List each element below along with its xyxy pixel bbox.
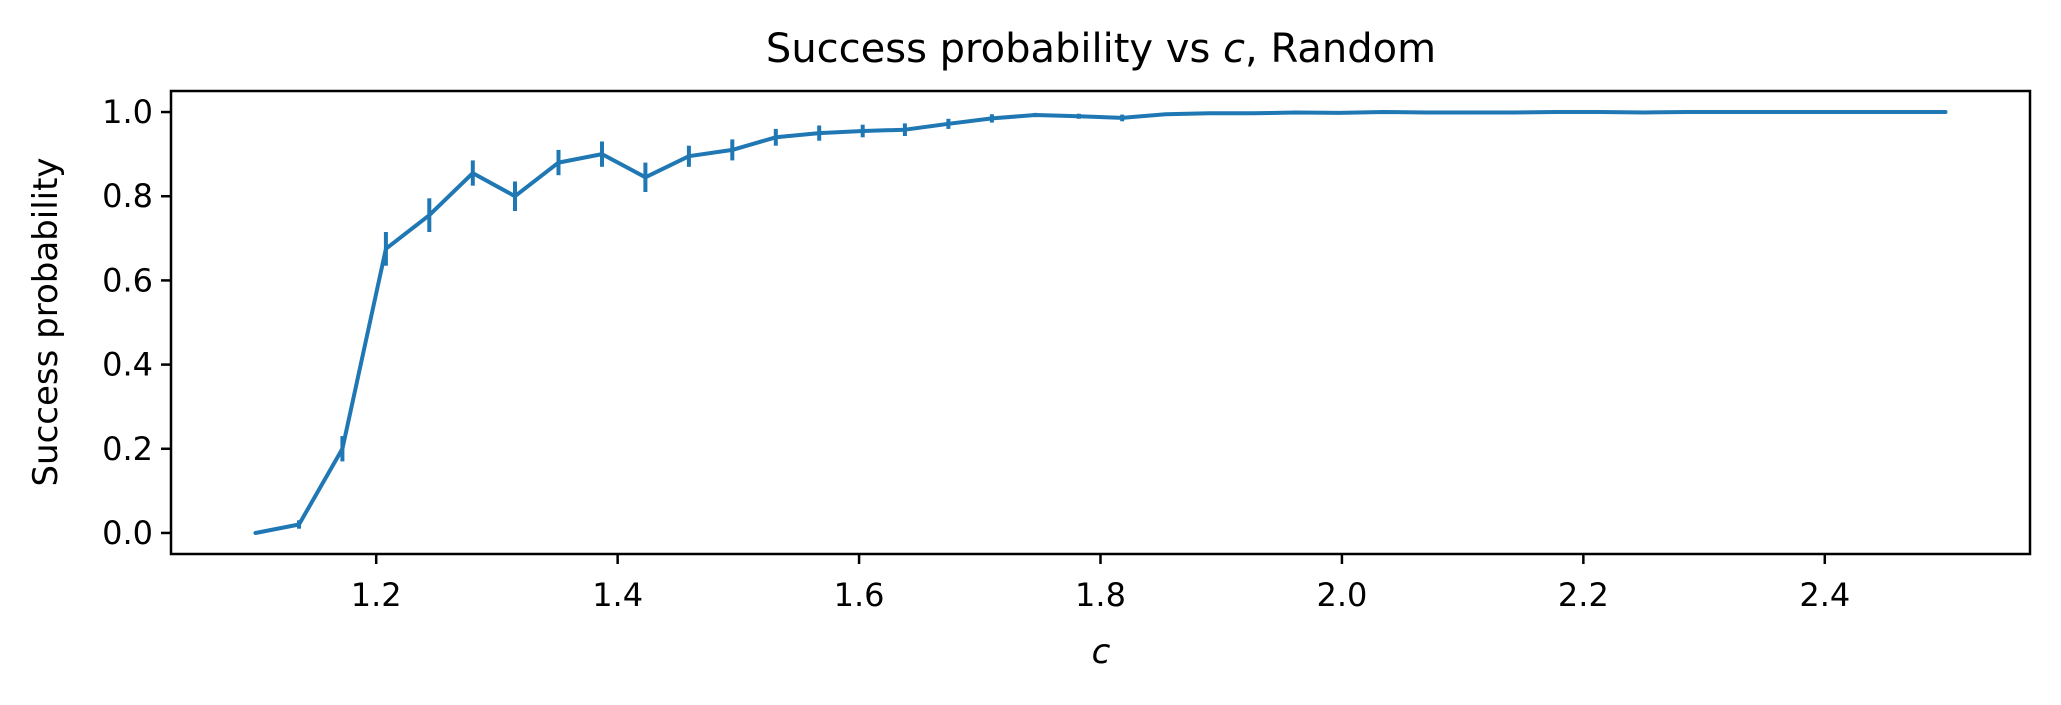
x-tick-label: 1.2: [351, 576, 402, 614]
y-tick-label: 0.2: [102, 430, 153, 468]
x-axis: 1.2 1.4 1.6 1.8 2.0 2.2 2.4: [351, 554, 1850, 614]
chart-title-suffix: , Random: [1245, 26, 1436, 72]
y-axis: 0.0 0.2 0.4 0.6 0.8 1.0: [102, 93, 171, 552]
chart-title-prefix: Success probability vs: [766, 26, 1223, 72]
y-tick-label: 0.6: [102, 261, 153, 299]
y-tick-label: 1.0: [102, 93, 153, 131]
series-line: [253, 110, 1948, 535]
x-tick-label: 1.6: [834, 576, 885, 614]
plot-area: [253, 110, 1948, 535]
y-tick-label: 0.0: [102, 514, 153, 552]
x-axis-label: c: [1092, 632, 1111, 672]
x-tick-label: 1.8: [1075, 576, 1126, 614]
x-tick-label: 2.4: [1799, 576, 1850, 614]
x-tick-label: 1.4: [592, 576, 643, 614]
x-tick-label: 2.0: [1316, 576, 1367, 614]
chart-title: Success probability vs c, Random: [766, 26, 1436, 72]
y-tick-label: 0.8: [102, 177, 153, 215]
y-axis-label: Success probability: [26, 157, 66, 486]
x-tick-label: 2.2: [1558, 576, 1609, 614]
y-tick-label: 0.4: [102, 346, 153, 384]
chart-title-variable: c: [1223, 26, 1245, 72]
